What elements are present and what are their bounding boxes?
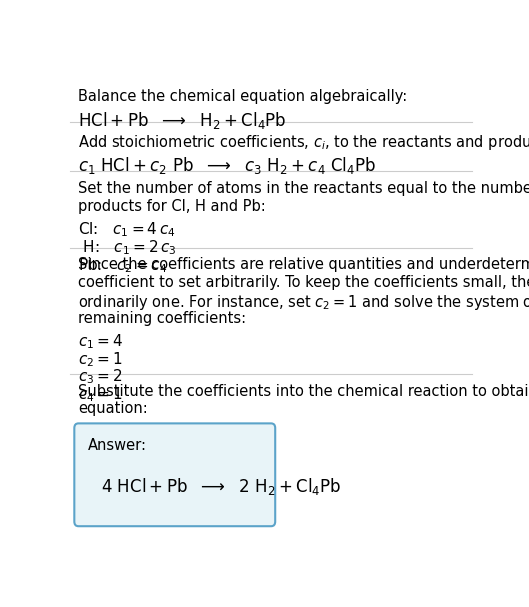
Text: Set the number of atoms in the reactants equal to the number of atoms in the: Set the number of atoms in the reactants… xyxy=(78,181,529,196)
Text: equation:: equation: xyxy=(78,401,148,416)
Text: $c_3 = 2$: $c_3 = 2$ xyxy=(78,368,123,386)
Text: $c_2 = 1$: $c_2 = 1$ xyxy=(78,350,123,368)
Text: Pb:   $c_2 = c_4$: Pb: $c_2 = c_4$ xyxy=(78,256,168,274)
Text: Add stoichiometric coefficients, $c_i$, to the reactants and products:: Add stoichiometric coefficients, $c_i$, … xyxy=(78,133,529,152)
Text: ordinarily one. For instance, set $c_2 = 1$ and solve the system of equations fo: ordinarily one. For instance, set $c_2 =… xyxy=(78,293,529,312)
Text: Answer:: Answer: xyxy=(87,438,147,453)
Text: $c_1 = 4$: $c_1 = 4$ xyxy=(78,332,124,351)
Text: Since the coefficients are relative quantities and underdetermined, choose a: Since the coefficients are relative quan… xyxy=(78,257,529,273)
FancyBboxPatch shape xyxy=(74,424,275,526)
Text: $\mathrm{HCl + Pb \ \ \longrightarrow \ \ H_2 + Cl_4Pb}$: $\mathrm{HCl + Pb \ \ \longrightarrow \ … xyxy=(78,110,287,131)
Text: H:   $c_1 = 2\,c_3$: H: $c_1 = 2\,c_3$ xyxy=(78,238,177,257)
Text: Substitute the coefficients into the chemical reaction to obtain the balanced: Substitute the coefficients into the che… xyxy=(78,384,529,399)
Text: coefficient to set arbitrarily. To keep the coefficients small, the arbitrary va: coefficient to set arbitrarily. To keep … xyxy=(78,275,529,290)
Text: $c_4 = 1$: $c_4 = 1$ xyxy=(78,385,123,404)
Text: remaining coefficients:: remaining coefficients: xyxy=(78,311,247,326)
Text: $\mathrm{4\ HCl + Pb \ \ \longrightarrow \ \ 2\ H_2 + Cl_4Pb}$: $\mathrm{4\ HCl + Pb \ \ \longrightarrow… xyxy=(101,475,342,497)
Text: Cl:   $c_1 = 4\,c_4$: Cl: $c_1 = 4\,c_4$ xyxy=(78,220,176,239)
Text: $c_1\ \mathrm{HCl} + c_2\ \mathrm{Pb} \ \ \longrightarrow \ \ c_3\ \mathrm{H_2} : $c_1\ \mathrm{HCl} + c_2\ \mathrm{Pb} \ … xyxy=(78,155,377,176)
Text: Balance the chemical equation algebraically:: Balance the chemical equation algebraica… xyxy=(78,89,408,104)
Text: products for Cl, H and Pb:: products for Cl, H and Pb: xyxy=(78,199,266,214)
